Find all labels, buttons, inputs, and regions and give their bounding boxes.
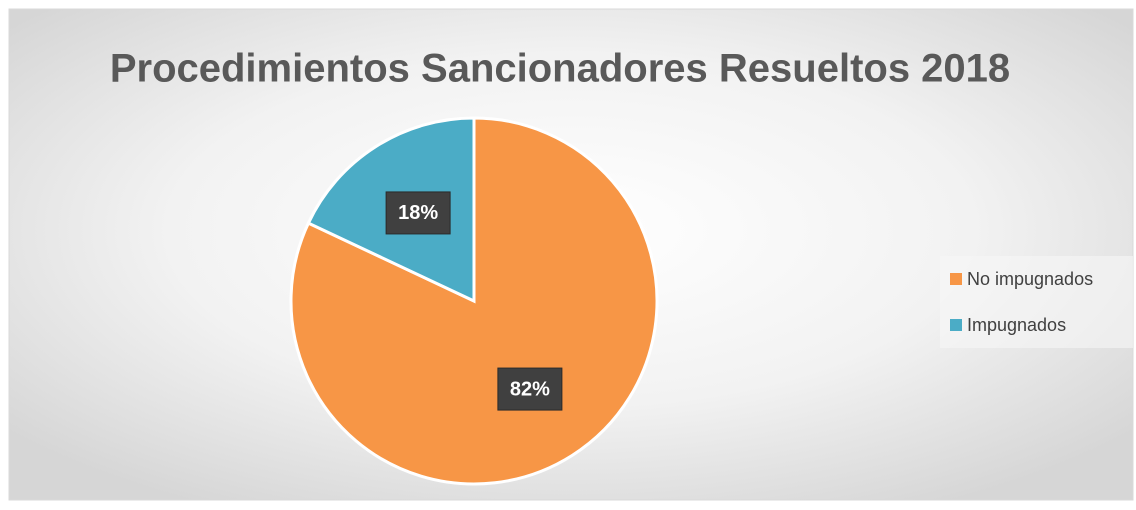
chart-title: Procedimientos Sancionadores Resueltos 2… — [110, 47, 1010, 91]
data-label-box — [385, 191, 451, 235]
data-label-box — [497, 367, 563, 411]
legend-swatch — [950, 273, 962, 285]
legend-label: Impugnados — [967, 315, 1066, 335]
legend-swatch — [950, 319, 962, 331]
data-label: 18% — [398, 202, 438, 224]
legend-box — [940, 256, 1133, 348]
legend-label: No impugnados — [967, 269, 1093, 289]
data-label: 82% — [510, 378, 550, 400]
